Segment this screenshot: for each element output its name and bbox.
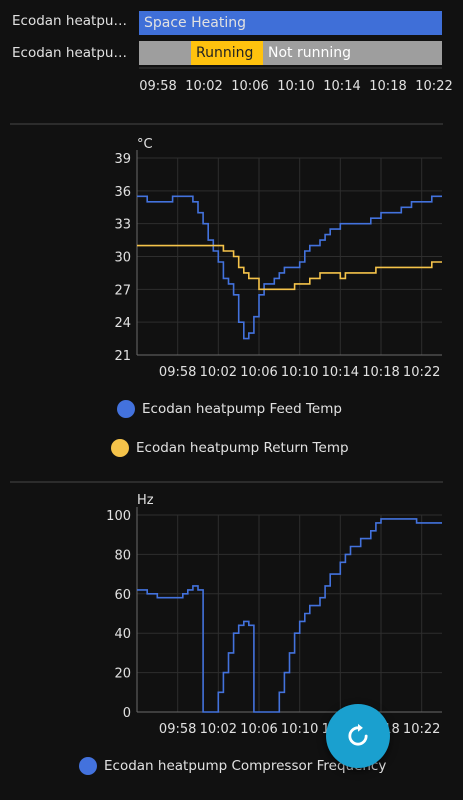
y-axis-unit-label: Hz bbox=[137, 493, 154, 508]
y-tick-label: 36 bbox=[114, 185, 131, 200]
legend-color-dot bbox=[117, 400, 135, 418]
y-tick-label: 40 bbox=[114, 627, 131, 642]
compressor-chart-plot: 02040608010009:5810:0210:0610:1010:1410:… bbox=[106, 493, 442, 737]
x-tick-label: 10:22 bbox=[403, 365, 440, 380]
y-axis-unit-label: °C bbox=[137, 137, 153, 152]
timeline-segment-label: Space Heating bbox=[144, 15, 246, 31]
compressor-frequency-chart: 02040608010009:5810:0210:0610:1010:1410:… bbox=[0, 486, 463, 800]
legend-color-dot bbox=[79, 757, 97, 775]
x-tick-label: 10:06 bbox=[240, 722, 277, 737]
timeline-row-label: Ecodan heatpump... bbox=[12, 45, 134, 61]
timeline-segment-not-running[interactable]: Not running bbox=[263, 41, 442, 65]
x-tick-label: 10:06 bbox=[240, 365, 277, 380]
y-tick-label: 30 bbox=[114, 251, 131, 266]
series-line-1 bbox=[137, 518, 442, 713]
timeline-segment-label bbox=[139, 45, 144, 61]
y-tick-label: 39 bbox=[114, 152, 131, 167]
card-divider bbox=[10, 123, 443, 125]
x-tick-label: 10:10 bbox=[277, 79, 314, 94]
legend-item-return-temp[interactable]: Ecodan heatpump Return Temp bbox=[111, 439, 349, 457]
legend-item-compressor-frequency[interactable]: Ecodan heatpump Compressor Frequency bbox=[79, 757, 386, 775]
series-line-2 bbox=[137, 244, 442, 291]
refresh-icon bbox=[348, 723, 368, 746]
timeline-segment-not-running[interactable] bbox=[139, 41, 191, 65]
x-tick-label: 10:02 bbox=[200, 365, 237, 380]
x-tick-label: 10:18 bbox=[369, 79, 406, 94]
timeline-x-axis: 09:58 10:02 10:06 10:10 10:14 10:18 10:2… bbox=[139, 67, 453, 94]
legend-label: Ecodan heatpump Compressor Frequency bbox=[104, 758, 387, 774]
timeline-segment-label: Not running bbox=[268, 45, 352, 61]
x-tick-label: 10:22 bbox=[403, 722, 440, 737]
x-tick-label: 10:10 bbox=[281, 722, 318, 737]
timeline-segment-running[interactable]: Running bbox=[191, 41, 263, 65]
temperature-chart: 21 24 27 30 33 36 39 09:58 10:02 10:06 10:10 10:14 1… bbox=[0, 128, 463, 473]
x-tick-label: 10:10 bbox=[281, 365, 318, 380]
y-tick-label: 60 bbox=[114, 588, 131, 603]
x-tick-label: 09:58 bbox=[159, 722, 196, 737]
timeline-segment-space-heating[interactable]: Space Heating bbox=[139, 11, 442, 35]
x-tick-label: 10:02 bbox=[185, 79, 222, 94]
y-tick-label: 20 bbox=[114, 667, 131, 682]
y-tick-label: 24 bbox=[114, 316, 131, 331]
x-tick-label: 10:14 bbox=[323, 79, 360, 94]
x-tick-label: 10:14 bbox=[322, 365, 359, 380]
y-tick-label: 100 bbox=[106, 509, 131, 524]
legend-label: Ecodan heatpump Feed Temp bbox=[142, 401, 342, 417]
x-tick-label: 10:02 bbox=[200, 722, 237, 737]
legend-item-feed-temp[interactable]: Ecodan heatpump Feed Temp bbox=[117, 400, 342, 418]
y-tick-label: 27 bbox=[114, 283, 131, 298]
timeline-chart: Ecodan heatpump... Space Heating Ecodan … bbox=[0, 0, 463, 120]
x-tick-label: 10:18 bbox=[362, 365, 399, 380]
y-tick-label: 80 bbox=[114, 548, 131, 563]
x-tick-label: 09:58 bbox=[139, 79, 176, 94]
legend-color-dot bbox=[111, 439, 129, 457]
x-tick-label: 10:06 bbox=[231, 79, 268, 94]
series-line-1 bbox=[137, 195, 442, 340]
legend-label: Ecodan heatpump Return Temp bbox=[136, 440, 349, 456]
timeline-row-label: Ecodan heatpump... bbox=[12, 13, 134, 29]
x-tick-label: 10:22 bbox=[415, 79, 452, 94]
y-tick-label: 0 bbox=[123, 706, 131, 721]
x-tick-label: 09:58 bbox=[159, 365, 196, 380]
refresh-button[interactable] bbox=[326, 704, 390, 768]
card-divider bbox=[10, 481, 443, 483]
timeline-segment-label: Running bbox=[196, 45, 254, 61]
y-tick-label: 33 bbox=[114, 218, 131, 233]
y-tick-label: 21 bbox=[114, 349, 131, 364]
